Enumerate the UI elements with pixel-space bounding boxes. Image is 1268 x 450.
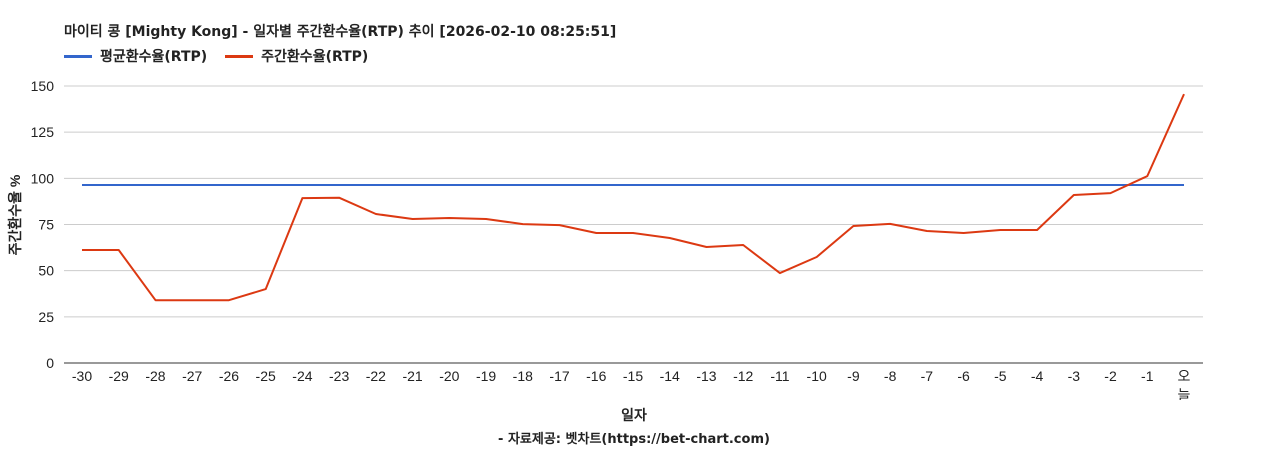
x-axis-label: 일자 — [621, 408, 647, 424]
x-tick-label: -11 — [770, 368, 789, 384]
legend-line-icon — [225, 54, 254, 58]
x-tick-label: 오 — [1178, 368, 1191, 384]
chart-title: 마이티 콩 [Mighty Kong] - 일자별 주간환수율(RTP) 추이 … — [64, 24, 617, 40]
x-tick-label: -24 — [292, 368, 312, 384]
weekly-rtp-line[interactable] — [82, 93, 1185, 302]
x-tick-label: -30 — [72, 368, 92, 384]
y-tick-label: 100 — [31, 170, 55, 186]
x-tick-label: -6 — [957, 368, 970, 384]
x-tick-label: 늘 — [1178, 387, 1191, 400]
y-axis-label: 주간환수율 % — [7, 174, 23, 255]
x-tick-label: -25 — [256, 368, 276, 384]
legend-item-weekly-rtp[interactable]: 주간환수율(RTP) — [225, 46, 368, 66]
x-tick-label: -12 — [733, 368, 753, 384]
x-tick-label: -3 — [1068, 368, 1081, 384]
x-tick-label: -17 — [549, 368, 569, 384]
chart-legend: 평균환수율(RTP) 주간환수율(RTP) — [64, 46, 368, 66]
y-tick-label: 150 — [31, 78, 55, 94]
x-tick-label: -28 — [145, 368, 165, 384]
legend-item-average-rtp[interactable]: 평균환수율(RTP) — [64, 46, 207, 66]
x-tick-label: -16 — [586, 368, 606, 384]
x-tick-label: -1 — [1141, 368, 1154, 384]
x-tick-label: -29 — [109, 368, 129, 384]
x-tick-label: -21 — [402, 368, 422, 384]
x-tick-label: -14 — [660, 368, 680, 384]
x-tick-label: -9 — [847, 368, 860, 384]
svg-text:주간환수율 %: 주간환수율 % — [7, 174, 23, 255]
legend-label: 주간환수율(RTP) — [261, 49, 369, 65]
x-tick-label: -27 — [182, 368, 202, 384]
x-tick-label: -4 — [1031, 368, 1044, 384]
x-tick-label: -5 — [994, 368, 1007, 384]
x-tick-label: -18 — [513, 368, 533, 384]
x-tick-label: -19 — [476, 368, 496, 384]
y-tick-label: 0 — [46, 355, 54, 371]
data-source-credit: - 자료제공: 벳차트(https://bet-chart.com) — [498, 432, 770, 447]
x-tick-label: -23 — [329, 368, 349, 384]
x-tick-label: -10 — [807, 368, 827, 384]
line-chart-plot: 0 25 50 75 100 125 150 -30 -29 -28 -27 -26 -25 -24 -23… — [31, 78, 1203, 400]
y-tick-label: 75 — [38, 217, 54, 233]
x-tick-label: -13 — [696, 368, 716, 384]
x-tick-label: -20 — [439, 368, 459, 384]
x-tick-label: -2 — [1104, 368, 1117, 384]
y-tick-label: 50 — [38, 263, 54, 279]
x-tick-label: -8 — [884, 368, 897, 384]
y-tick-label: 25 — [38, 309, 54, 325]
legend-label: 평균환수율(RTP) — [100, 49, 208, 65]
y-tick-label: 125 — [31, 124, 55, 140]
x-tick-label: -26 — [219, 368, 239, 384]
legend-line-icon — [64, 54, 92, 58]
x-tick-label: -7 — [921, 368, 934, 384]
x-tick-label: -15 — [623, 368, 643, 384]
x-tick-label: -22 — [366, 368, 386, 384]
